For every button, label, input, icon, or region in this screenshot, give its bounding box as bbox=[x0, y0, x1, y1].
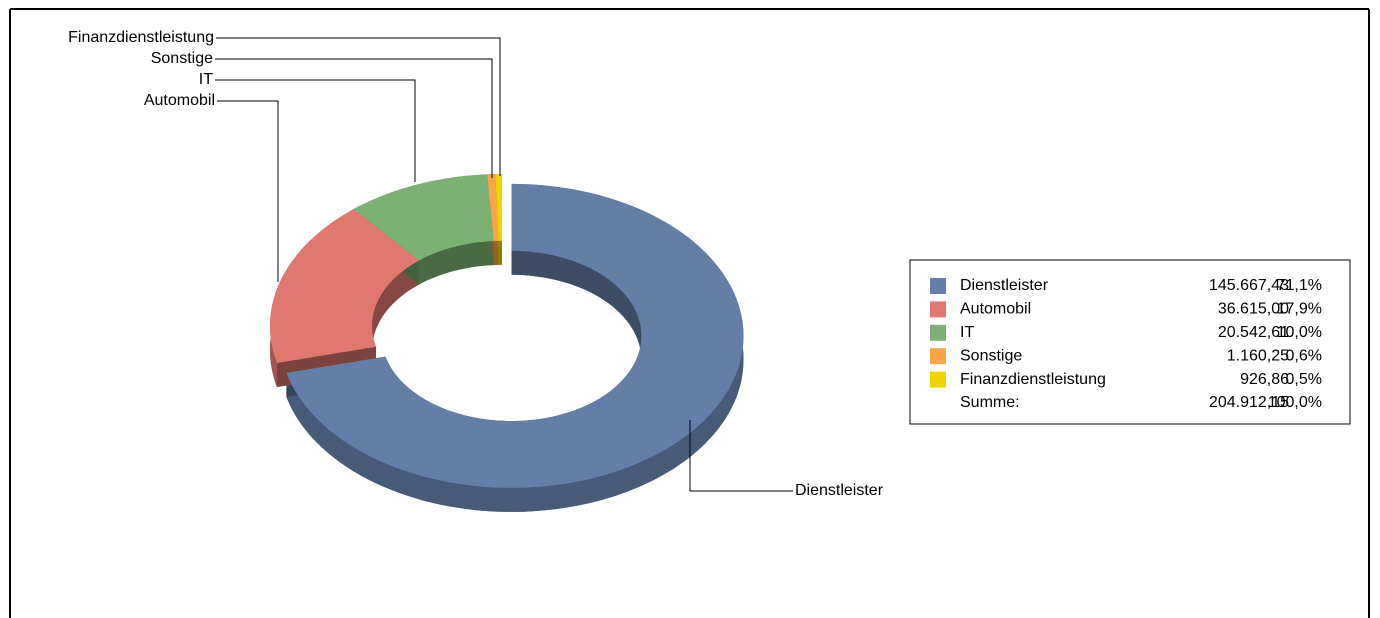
slice-side bbox=[493, 240, 499, 266]
legend-total-percent: 100,0% bbox=[1268, 394, 1322, 411]
legend-percent: 10,0% bbox=[1277, 324, 1322, 341]
legend-box bbox=[909, 259, 1351, 425]
legend-value: 20.542,61 bbox=[1218, 324, 1289, 341]
slice-side bbox=[418, 241, 494, 285]
legend-label: Dienstleister bbox=[960, 277, 1049, 294]
slice bbox=[495, 174, 502, 241]
slice bbox=[487, 174, 499, 242]
leader-line bbox=[215, 79, 416, 182]
legend-value: 36.615,00 bbox=[1218, 301, 1289, 318]
legend-value: 1.160,25 bbox=[1227, 347, 1289, 364]
legend-total-label: Summe: bbox=[960, 394, 1020, 411]
slice bbox=[353, 174, 494, 261]
slice-label: IT bbox=[199, 71, 213, 88]
slice-side bbox=[498, 240, 502, 265]
slice-label: Sonstige bbox=[151, 50, 213, 67]
slice-side bbox=[372, 260, 419, 371]
legend-swatch bbox=[930, 371, 946, 388]
leader-line bbox=[689, 420, 793, 492]
slice bbox=[270, 209, 419, 363]
legend-swatch bbox=[930, 348, 946, 365]
legend-total-value: 204.912,15 bbox=[1209, 394, 1289, 411]
legend-percent: 0,5% bbox=[1286, 371, 1322, 388]
leader-line bbox=[215, 58, 493, 178]
legend-percent: 71,1% bbox=[1277, 277, 1322, 294]
legend-swatch bbox=[930, 278, 946, 294]
slice-label: Automobil bbox=[144, 92, 215, 109]
leader-line bbox=[216, 37, 501, 176]
legend-percent: 17,9% bbox=[1277, 301, 1322, 318]
leader-line bbox=[217, 100, 279, 282]
legend-label: IT bbox=[960, 324, 974, 341]
legend-label: Sonstige bbox=[960, 347, 1022, 364]
slice-label: Dienstleister bbox=[795, 482, 884, 499]
legend-swatch bbox=[930, 324, 946, 341]
legend-label: Finanzdienstleistung bbox=[960, 371, 1106, 388]
legend-value: 926,86 bbox=[1240, 371, 1289, 388]
legend-percent: 0,6% bbox=[1286, 347, 1322, 364]
slice-label: Finanzdienstleistung bbox=[68, 29, 214, 46]
legend-label: Automobil bbox=[960, 301, 1031, 318]
legend-swatch bbox=[930, 301, 946, 318]
legend-value: 145.667,43 bbox=[1209, 277, 1289, 294]
slice bbox=[286, 183, 744, 488]
